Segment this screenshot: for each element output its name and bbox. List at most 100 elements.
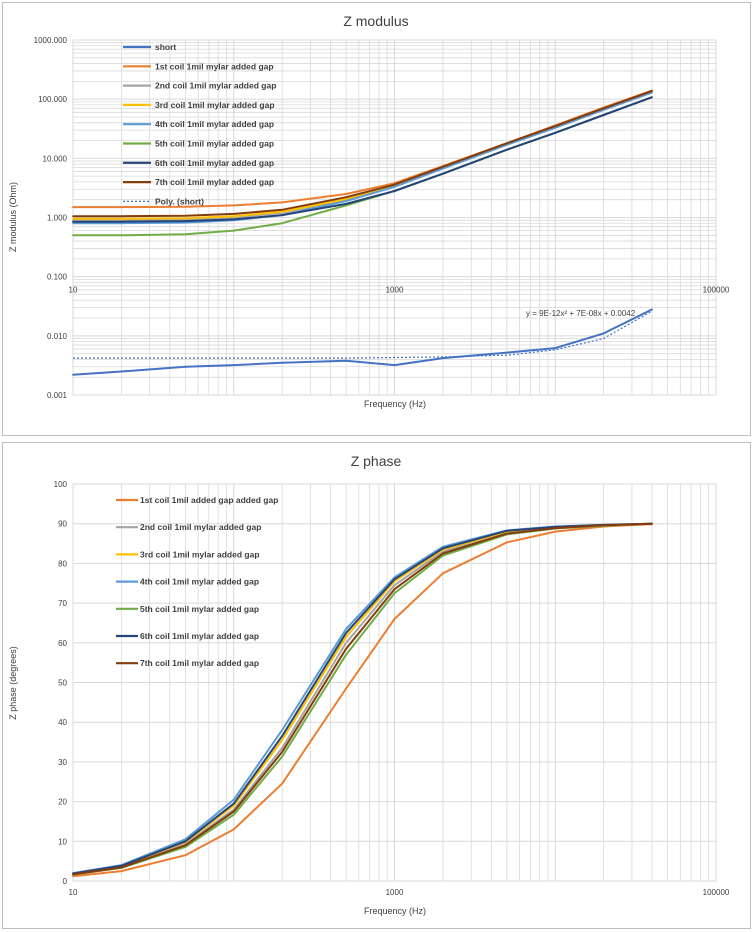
data-point bbox=[184, 854, 187, 857]
data-point bbox=[393, 364, 396, 367]
legend-entry: short bbox=[155, 42, 176, 52]
data-point bbox=[505, 351, 508, 354]
data-point bbox=[232, 229, 235, 232]
data-point bbox=[602, 107, 605, 110]
data-point bbox=[232, 798, 235, 801]
data-point bbox=[554, 527, 557, 529]
y-tick-label: 0.001 bbox=[47, 391, 68, 400]
chart-title: Z modulus bbox=[343, 13, 408, 29]
data-point bbox=[651, 89, 653, 92]
series-line-8 bbox=[73, 89, 653, 218]
data-point bbox=[393, 578, 396, 581]
y-tick-label: 100.000 bbox=[38, 95, 67, 104]
data-point bbox=[505, 541, 508, 544]
x-tick-label: 10 bbox=[69, 286, 78, 295]
x-tick-label: 10 bbox=[69, 888, 78, 897]
data-point bbox=[345, 359, 348, 362]
data-point bbox=[441, 165, 444, 168]
data-point bbox=[184, 220, 187, 222]
series-line-9 bbox=[73, 310, 653, 359]
data-point bbox=[345, 653, 348, 656]
data-point bbox=[505, 142, 508, 145]
data-point bbox=[184, 205, 187, 208]
data-point bbox=[281, 751, 284, 753]
y-tick-label: 80 bbox=[58, 559, 67, 568]
x-tick-label: 100000 bbox=[703, 888, 730, 897]
data-point bbox=[345, 628, 348, 630]
legend-entry: 3rd coil 1mil mylar added gap bbox=[140, 549, 260, 559]
y-tick-label: 90 bbox=[58, 520, 67, 529]
legend-entry: 7th coil 1mil mylar added gap bbox=[155, 177, 274, 187]
data-point bbox=[120, 217, 123, 220]
legend-entry: Poly. (short) bbox=[155, 196, 204, 206]
legend-entry: 1st coil 1mil added gap added gap bbox=[140, 495, 278, 505]
data-point bbox=[184, 217, 187, 220]
data-point bbox=[281, 782, 284, 785]
data-point bbox=[72, 373, 74, 376]
data-point bbox=[184, 365, 187, 368]
y-axis-label: Z phase (degrees) bbox=[8, 646, 18, 720]
data-point bbox=[184, 233, 187, 236]
data-point bbox=[281, 210, 284, 213]
data-point bbox=[554, 530, 557, 533]
data-point bbox=[281, 739, 284, 741]
data-point bbox=[184, 844, 187, 847]
data-point bbox=[554, 125, 557, 128]
legend-entry: 2nd coil 1mil mylar added gap bbox=[155, 81, 276, 91]
data-point bbox=[345, 631, 348, 634]
y-tick-label: 1.000 bbox=[47, 214, 68, 223]
legend-entry: 4th coil 1mil mylar added gap bbox=[140, 577, 259, 587]
data-point bbox=[72, 234, 74, 237]
data-point bbox=[345, 635, 348, 638]
data-point bbox=[72, 206, 74, 208]
series-line-5 bbox=[73, 91, 653, 225]
data-point bbox=[72, 222, 74, 225]
data-point bbox=[120, 206, 123, 208]
data-point bbox=[393, 618, 396, 620]
data-point bbox=[184, 214, 187, 217]
y-tick-label: 20 bbox=[58, 798, 67, 807]
data-point bbox=[281, 222, 284, 225]
data-point bbox=[232, 215, 235, 218]
series-line-1 bbox=[72, 523, 653, 878]
data-point bbox=[345, 641, 348, 644]
data-point bbox=[72, 217, 74, 220]
y-tick-label: 10.000 bbox=[43, 154, 68, 163]
data-point bbox=[345, 202, 348, 205]
data-point bbox=[72, 220, 74, 223]
data-point bbox=[120, 234, 123, 237]
trendline-equation: y = 9E-12x² + 7E-08x + 0.0042 bbox=[526, 309, 636, 318]
data-point bbox=[281, 201, 284, 204]
legend-entry: 2nd coil 1mil mylar added gap bbox=[140, 522, 261, 532]
x-tick-label: 100000 bbox=[703, 286, 730, 295]
x-axis-label: Frequency (Hz) bbox=[364, 906, 426, 916]
data-point bbox=[281, 214, 284, 216]
y-tick-label: 30 bbox=[58, 758, 67, 767]
data-point bbox=[120, 370, 123, 373]
series-line-1 bbox=[72, 308, 653, 376]
x-tick-label: 1000 bbox=[386, 888, 404, 897]
legend-entry: 6th coil 1mil mylar added gap bbox=[140, 631, 259, 641]
data-point bbox=[281, 208, 284, 211]
data-point bbox=[232, 213, 235, 215]
y-tick-label: 0 bbox=[63, 877, 68, 886]
y-tick-label: 70 bbox=[58, 599, 67, 608]
z-modulus-chart: Z modulus 0.001 0.010 0.100 1.000 10.000 100.… bbox=[8, 13, 730, 409]
data-point bbox=[72, 873, 74, 876]
data-point bbox=[393, 190, 396, 192]
z-modulus-chart-panel: Z modulus 0.001 0.010 0.100 1.000 10.000 100.… bbox=[2, 2, 751, 436]
data-point bbox=[345, 193, 348, 195]
data-point bbox=[232, 218, 235, 221]
data-point bbox=[602, 114, 605, 116]
data-point bbox=[393, 576, 396, 579]
data-point bbox=[441, 357, 444, 360]
y-tick-label: 1000.000 bbox=[34, 36, 68, 45]
data-point bbox=[393, 183, 396, 186]
y-tick-label: 50 bbox=[58, 679, 67, 688]
data-point bbox=[232, 802, 235, 805]
data-point bbox=[281, 361, 284, 364]
z-phase-chart-panel: Z phase 0 10 20 30 40 50 60 70 80 90 100 10 1000 100… bbox=[2, 442, 751, 929]
data-point bbox=[505, 532, 508, 535]
data-point bbox=[120, 870, 123, 872]
